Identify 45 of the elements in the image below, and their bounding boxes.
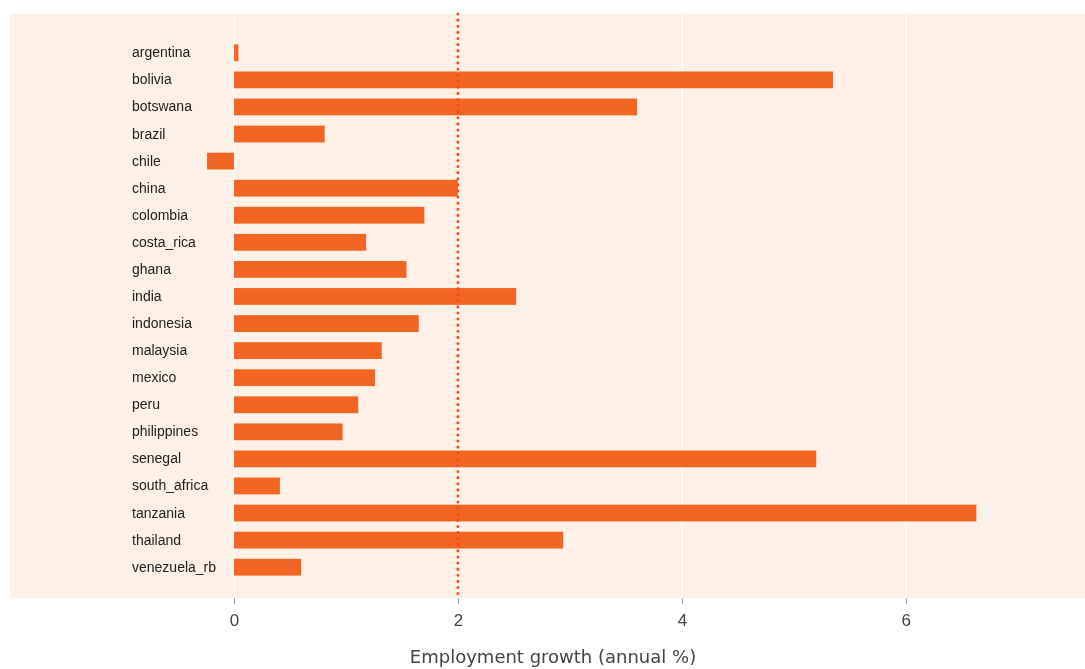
bar [233,369,376,387]
x-tick-label: 0 [229,610,240,630]
x-axis-title: Employment growth (annual %) [409,646,697,667]
y-tick-label: malaysia [132,342,188,359]
y-tick-label: colombia [132,206,189,223]
bar [233,233,367,251]
bar [233,477,280,495]
bar [233,98,638,116]
bar [233,125,325,143]
y-tick-label: thailand [132,531,182,548]
bar [233,71,834,89]
y-tick-label: bolivia [132,71,172,88]
y-tick-label: senegal [132,450,182,467]
bar [233,423,343,441]
bar [233,44,239,62]
y-tick-label: indonesia [132,315,193,332]
y-tick-label: venezuela_rb [132,558,217,575]
bar [233,206,425,224]
y-tick-label: india [132,287,162,304]
bar [233,450,817,468]
y-tick-label: ghana [132,260,172,277]
bar [233,396,359,414]
y-tick-label: argentina [132,44,191,61]
y-tick-label: south_africa [132,477,209,494]
bar [233,315,419,332]
bar [207,152,234,170]
y-tick-label: chile [132,152,162,169]
y-tick-label: costa_rica [132,233,197,250]
y-tick-label: china [132,179,166,196]
y-tick-label: tanzania [132,504,186,521]
x-tick-label: 2 [453,610,464,630]
x-tick-label: 4 [677,610,688,630]
bar [233,288,517,305]
y-tick-label: mexico [132,369,177,386]
bar [233,531,564,549]
bar [233,179,458,197]
y-tick-label: philippines [132,423,199,440]
y-tick-label: botswana [132,98,193,115]
bar [233,504,977,522]
y-tick-label: peru [132,396,161,413]
bar [233,558,302,576]
y-tick-label: brazil [132,125,166,142]
bar [233,342,382,359]
x-tick-label: 6 [901,610,912,630]
bar [233,261,407,278]
